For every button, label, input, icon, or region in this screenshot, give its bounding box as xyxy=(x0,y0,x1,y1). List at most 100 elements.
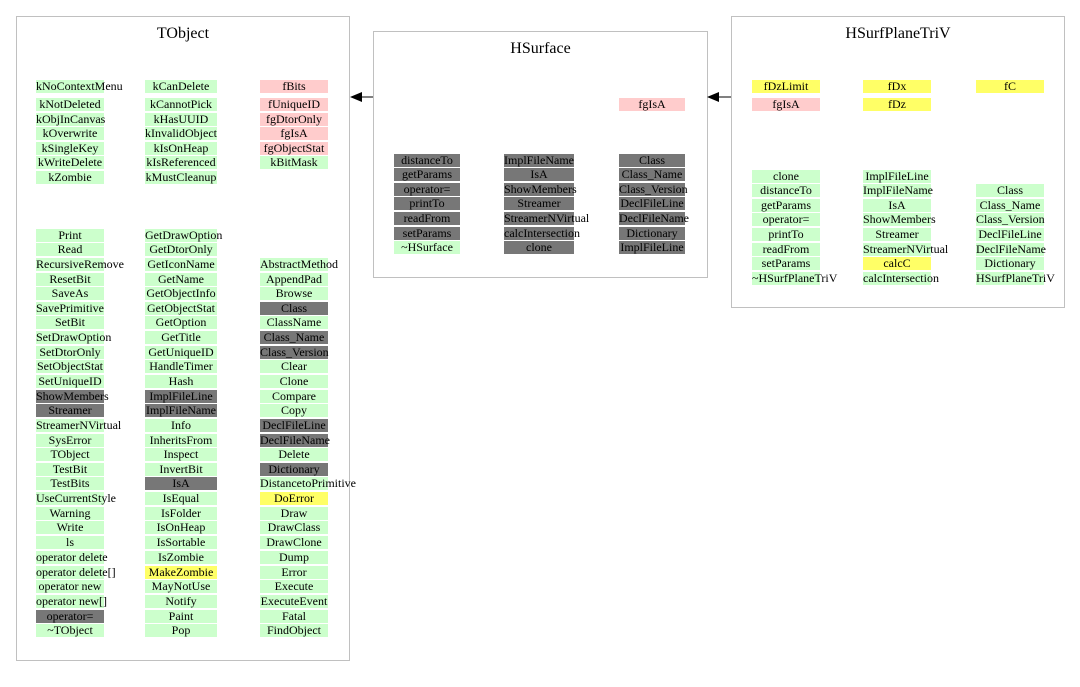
member-item: Fatal xyxy=(260,610,328,623)
member-item: printTo xyxy=(394,197,460,210)
member-item: HSurfPlaneTriV xyxy=(976,271,1055,285)
member-item: InvertBit xyxy=(145,463,217,476)
class-title: HSurfPlaneTriV xyxy=(845,25,951,42)
member-item: Streamer xyxy=(863,228,931,241)
member-item: SetBit xyxy=(36,316,104,329)
member-item: ImplFileName xyxy=(863,183,933,197)
member-item: kOverwrite xyxy=(36,127,104,140)
member-item: readFrom xyxy=(394,212,460,225)
member-item: ImplFileLine xyxy=(863,170,931,183)
member-item: operator delete xyxy=(36,550,108,564)
member-item: Class xyxy=(976,184,1044,197)
member-item: setParams xyxy=(752,257,820,270)
member-item: Write xyxy=(36,521,104,534)
member-item: fgIsA xyxy=(619,98,685,111)
member-item: Browse xyxy=(260,287,328,300)
member-item: ExecuteEvent xyxy=(260,594,328,608)
member-item: StreamerNVirtual xyxy=(863,242,949,256)
member-item: calcIntersection xyxy=(504,226,580,240)
member-item: Read xyxy=(36,243,104,256)
member-item: operator= xyxy=(752,213,820,226)
member-item: GetObjectStat xyxy=(145,302,217,315)
member-item: fDx xyxy=(863,80,931,93)
member-item: Class_Version xyxy=(260,345,329,359)
member-item: Dump xyxy=(260,551,328,564)
member-item: FindObject xyxy=(260,624,328,637)
class-box-hsurfplanetriv: HSurfPlaneTriV fDzLimit fgIsA clone distanc… xyxy=(731,16,1065,308)
member-item: GetOption xyxy=(145,316,217,329)
member-item: Warning xyxy=(36,507,104,520)
member-item: operator= xyxy=(394,183,460,196)
member-item: DeclFileName xyxy=(976,242,1046,256)
class-title: HSurface xyxy=(510,40,571,57)
member-item: GetDtorOnly xyxy=(145,243,217,256)
member-item: SetDrawOption xyxy=(36,330,112,344)
member-item: kObjInCanvas xyxy=(36,112,106,126)
member-item: Dictionary xyxy=(976,257,1044,270)
member-item: RecursiveRemove xyxy=(36,257,124,271)
member-item: printTo xyxy=(752,228,820,241)
member-item: Copy xyxy=(260,404,328,417)
member-item: TObject xyxy=(36,448,104,461)
member-item: operator delete[] xyxy=(36,565,116,579)
member-item: IsEqual xyxy=(145,492,217,505)
member-item: SetObjectStat xyxy=(36,359,104,373)
member-item: fDzLimit xyxy=(752,80,820,93)
member-item: Draw xyxy=(260,507,328,520)
member-item: Compare xyxy=(260,390,328,403)
member-item: IsA xyxy=(504,168,574,181)
member-item: ImplFileLine xyxy=(145,390,217,403)
member-item: distanceTo xyxy=(394,154,460,167)
member-item: IsSortable xyxy=(145,536,217,549)
member-item: ClassName xyxy=(260,316,328,329)
member-item: SaveAs xyxy=(36,287,104,300)
member-item: HandleTimer xyxy=(145,360,217,373)
member-item: kNoContextMenu xyxy=(36,79,123,93)
member-item: SetUniqueID xyxy=(36,375,104,388)
member-item: StreamerNVirtual xyxy=(36,418,122,432)
member-item: kHasUUID xyxy=(145,113,217,126)
member-item: Streamer xyxy=(504,197,574,210)
member-item: IsA xyxy=(145,477,217,490)
member-item: DoError xyxy=(260,492,328,505)
member-item: ImplFileName xyxy=(145,403,217,417)
member-item: MayNotUse xyxy=(145,580,217,593)
member-item: kCanDelete xyxy=(145,80,217,93)
member-item: ResetBit xyxy=(36,273,104,286)
member-item: kCannotPick xyxy=(145,98,217,111)
member-item: ~TObject xyxy=(36,624,104,637)
member-item: ShowMembers xyxy=(36,389,109,403)
member-item: Dictionary xyxy=(260,463,328,476)
member-item: Notify xyxy=(145,595,217,608)
member-item: getParams xyxy=(394,168,460,181)
member-item: ShowMembers xyxy=(863,212,936,226)
member-item: fDz xyxy=(863,98,931,111)
member-item: DeclFileLine xyxy=(976,228,1044,241)
member-item: Class_Version xyxy=(976,212,1045,226)
member-item: ShowMembers xyxy=(504,182,577,196)
member-item: kSingleKey xyxy=(36,142,104,155)
member-item: ~HSurface xyxy=(394,241,460,254)
member-item: kWriteDelete xyxy=(36,155,104,169)
member-item: calcC xyxy=(863,257,931,270)
member-item: setParams xyxy=(394,227,460,240)
member-item: GetIconName xyxy=(145,258,217,271)
member-item: clone xyxy=(752,170,820,183)
member-item: GetTitle xyxy=(145,331,217,344)
member-item: SysError xyxy=(36,434,104,447)
member-item: IsFolder xyxy=(145,507,217,520)
member-item: ls xyxy=(36,536,104,549)
member-item: Class_Version xyxy=(619,182,688,196)
member-item: fBits xyxy=(260,80,328,93)
member-item: SetDtorOnly xyxy=(36,346,104,359)
member-item: Class xyxy=(260,302,328,315)
member-item: Execute xyxy=(260,580,328,593)
member-item: Paint xyxy=(145,610,217,623)
member-item: Class_Name xyxy=(260,331,328,344)
class-box-tobject: TObject kNoContextMenu kNotDeleted kObjInC… xyxy=(16,16,356,661)
member-item: StreamerNVirtual xyxy=(504,211,590,225)
member-item: distanceTo xyxy=(752,184,820,197)
member-item: AppendPad xyxy=(260,273,328,286)
member-item: Info xyxy=(145,419,217,432)
member-item: kIsReferenced xyxy=(145,155,217,169)
